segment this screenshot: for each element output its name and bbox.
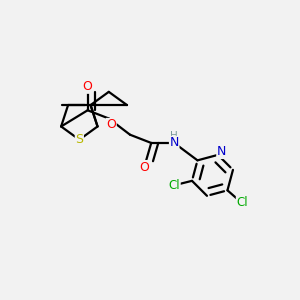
Text: Cl: Cl xyxy=(169,179,180,192)
Text: H: H xyxy=(170,130,178,141)
Text: Cl: Cl xyxy=(236,196,248,209)
Text: S: S xyxy=(75,133,83,146)
Text: N: N xyxy=(169,136,179,149)
Text: O: O xyxy=(140,160,149,174)
Text: N: N xyxy=(217,146,226,158)
Text: O: O xyxy=(83,80,93,93)
Text: O: O xyxy=(106,118,116,131)
